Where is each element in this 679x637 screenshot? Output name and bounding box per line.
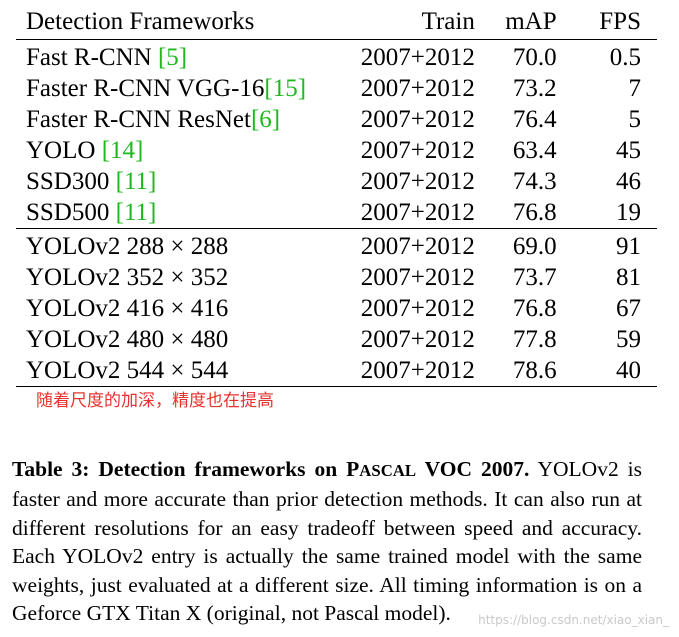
map-cell: 74.3	[512, 168, 557, 195]
train-cell: 2007+2012	[360, 168, 475, 195]
table-row: Fast R-CNN [5] 2007+2012 70.0 0.5	[16, 40, 657, 74]
framework-cell: Faster R-CNN ResNet[6]	[16, 104, 348, 135]
framework-cell: YOLO [14]	[16, 135, 348, 166]
caption-title-suffix: VOC 2007.	[416, 456, 530, 481]
framework-cell: YOLOv2 288 × 288	[26, 233, 229, 260]
best-map-cell: 78.6	[512, 357, 557, 384]
fps-cell: 0.5	[609, 44, 641, 71]
framework-cell: SSD500 [11]	[16, 197, 348, 229]
header-framework: Detection Frameworks	[26, 7, 255, 35]
framework-cell: YOLOv2 544 × 544	[26, 357, 229, 384]
table-row: SSD300 [11] 2007+2012 74.3 46	[16, 166, 657, 197]
table-row: YOLOv2 352 × 352 2007+2012 73.7 81	[16, 262, 657, 293]
train-cell: 2007+2012	[360, 264, 475, 291]
train-cell: 2007+2012	[360, 106, 475, 133]
train-cell: 2007+2012	[360, 326, 475, 353]
header-train: Train	[421, 7, 475, 35]
framework-name: SSD500	[26, 199, 116, 226]
table-header-row: Detection Frameworks Train mAP FPS	[16, 3, 657, 40]
results-table: Detection Frameworks Train mAP FPS Fast …	[16, 3, 657, 387]
framework-cell: Faster R-CNN VGG-16[15]	[16, 73, 348, 104]
map-cell: 69.0	[512, 233, 557, 260]
citation-link[interactable]: [14]	[101, 137, 144, 164]
citation-link[interactable]: [5]	[157, 44, 188, 71]
fps-cell: 7	[628, 75, 642, 102]
citation-link[interactable]: [15]	[264, 75, 307, 102]
train-cell: 2007+2012	[360, 233, 475, 260]
yolov2-group: YOLOv2 288 × 288 2007+2012 69.0 91 YOLOv…	[16, 228, 657, 387]
framework-name: SSD300	[26, 168, 116, 195]
map-cell: 77.8	[512, 326, 557, 353]
framework-cell: YOLOv2 416 × 416	[26, 295, 229, 322]
train-cell: 2007+2012	[360, 137, 475, 164]
map-cell: 76.8	[512, 295, 557, 322]
table-caption: Table 3: Detection frameworks on PASCAL …	[12, 455, 642, 628]
fps-cell: 46	[616, 168, 641, 195]
train-cell: 2007+2012	[360, 75, 475, 102]
framework-cell: SSD300 [11]	[16, 166, 348, 197]
table-row: YOLO [14] 2007+2012 63.4 45	[16, 135, 657, 166]
train-cell: 2007+2012	[360, 295, 475, 322]
caption-title: Table 3: Detection frameworks on PASCAL …	[12, 457, 529, 481]
map-cell: 76.4	[512, 106, 557, 133]
fps-cell: 45	[616, 137, 641, 164]
map-cell: 73.2	[512, 75, 557, 102]
fps-cell: 67	[616, 295, 641, 322]
table-row: YOLOv2 544 × 544 2007+2012 78.6 40	[16, 355, 657, 387]
fps-cell: 40	[616, 357, 641, 384]
framework-cell: Fast R-CNN [5]	[16, 40, 348, 74]
train-cell: 2007+2012	[360, 44, 475, 71]
caption-body: YOLOv2 is faster and more accurate than …	[12, 456, 642, 626]
map-cell: 73.7	[512, 264, 557, 291]
fps-cell: 59	[616, 326, 641, 353]
fps-cell: 91	[616, 233, 641, 260]
header-fps: FPS	[599, 7, 641, 35]
fps-cell: 81	[616, 264, 641, 291]
framework-name: Faster R-CNN VGG-16	[26, 75, 265, 102]
map-cell: 70.0	[512, 44, 557, 71]
train-cell: 2007+2012	[360, 357, 475, 384]
table-row: YOLOv2 416 × 416 2007+2012 76.8 67	[16, 293, 657, 324]
table-row: Faster R-CNN VGG-16[15] 2007+2012 73.2 7	[16, 73, 657, 104]
framework-cell: YOLOv2 480 × 480	[26, 326, 229, 353]
train-cell: 2007+2012	[360, 199, 475, 226]
citation-link[interactable]: [6]	[250, 106, 281, 133]
watermark: https://blog.csdn.net/xiao_xian_	[478, 613, 669, 627]
caption-title-smallcaps: ASCAL	[359, 460, 417, 480]
map-cell: 76.8	[512, 199, 557, 226]
citation-link[interactable]: [11]	[115, 199, 157, 226]
handwritten-annotation: 随着尺度的加深，精度也在提高	[36, 391, 274, 411]
framework-name: Fast R-CNN	[26, 44, 158, 71]
fps-cell: 5	[628, 106, 642, 133]
baseline-group: Fast R-CNN [5] 2007+2012 70.0 0.5 Faster…	[16, 40, 657, 229]
map-cell: 63.4	[512, 137, 557, 164]
table-row: SSD500 [11] 2007+2012 76.8 19	[16, 197, 657, 229]
header-map: mAP	[505, 7, 557, 35]
framework-cell: YOLOv2 352 × 352	[26, 264, 229, 291]
framework-name: YOLO	[26, 137, 102, 164]
citation-link[interactable]: [11]	[115, 168, 157, 195]
caption-title-prefix: Table 3: Detection frameworks on P	[12, 456, 360, 481]
framework-name: Faster R-CNN ResNet	[26, 106, 251, 133]
table-row: YOLOv2 288 × 288 2007+2012 69.0 91	[16, 229, 657, 263]
table-row: Faster R-CNN ResNet[6] 2007+2012 76.4 5	[16, 104, 657, 135]
fps-cell: 19	[616, 199, 641, 226]
table-row: YOLOv2 480 × 480 2007+2012 77.8 59	[16, 324, 657, 355]
